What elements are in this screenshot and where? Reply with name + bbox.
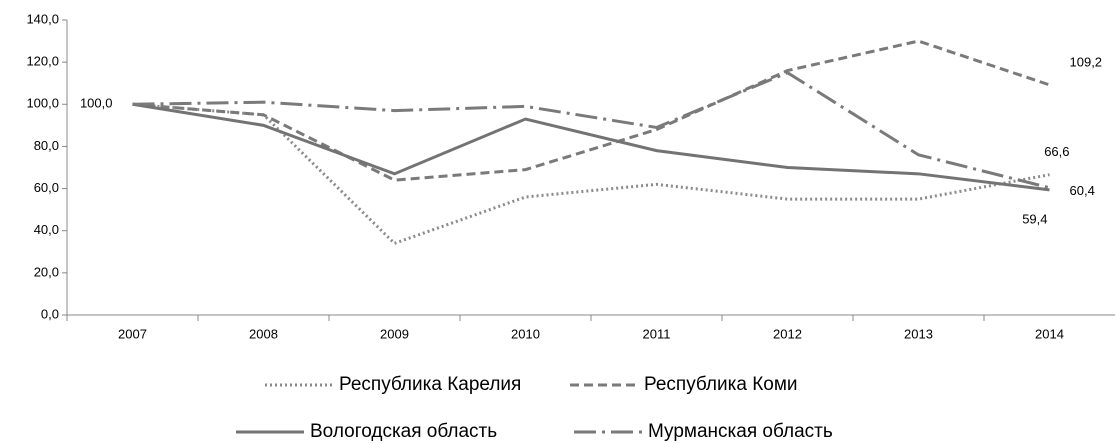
x-tick-label: 2012 — [773, 326, 802, 341]
series-line — [132, 102, 1050, 192]
y-tick-label: 140,0 — [26, 11, 59, 26]
legend-label: Мурманская область — [648, 421, 833, 442]
x-tick-label: 2007 — [118, 326, 147, 341]
x-tick-label: 2013 — [904, 326, 933, 341]
y-tick-label: 80,0 — [34, 138, 59, 153]
data-label: 100,0 — [80, 96, 113, 111]
y-tick-label: 100,0 — [26, 96, 59, 111]
y-tick-label: 60,0 — [34, 180, 59, 195]
y-tick-label: 40,0 — [34, 222, 59, 237]
data-label: 59,4 — [1022, 211, 1047, 226]
legend-label: Республика Карелия — [339, 374, 521, 395]
series-line — [132, 70, 1050, 190]
y-tick-label: 0,0 — [41, 306, 59, 321]
y-tick-label: 20,0 — [34, 264, 59, 279]
x-tick-label: 2010 — [511, 326, 540, 341]
x-tick-label: 2011 — [643, 326, 671, 341]
x-tick-label: 2008 — [249, 326, 278, 341]
x-tick-label: 2009 — [380, 326, 409, 341]
data-label: 60,4 — [1070, 183, 1095, 198]
legend-label: Республика Коми — [644, 374, 798, 395]
x-tick-label: 2014 — [1035, 326, 1064, 341]
data-label: 66,6 — [1044, 144, 1069, 159]
y-tick-label: 120,0 — [26, 54, 59, 69]
series-line — [132, 39, 1050, 182]
series-line — [132, 102, 1050, 246]
data-label: 109,2 — [1070, 54, 1103, 69]
legend-label: Вологодская область — [310, 421, 497, 442]
